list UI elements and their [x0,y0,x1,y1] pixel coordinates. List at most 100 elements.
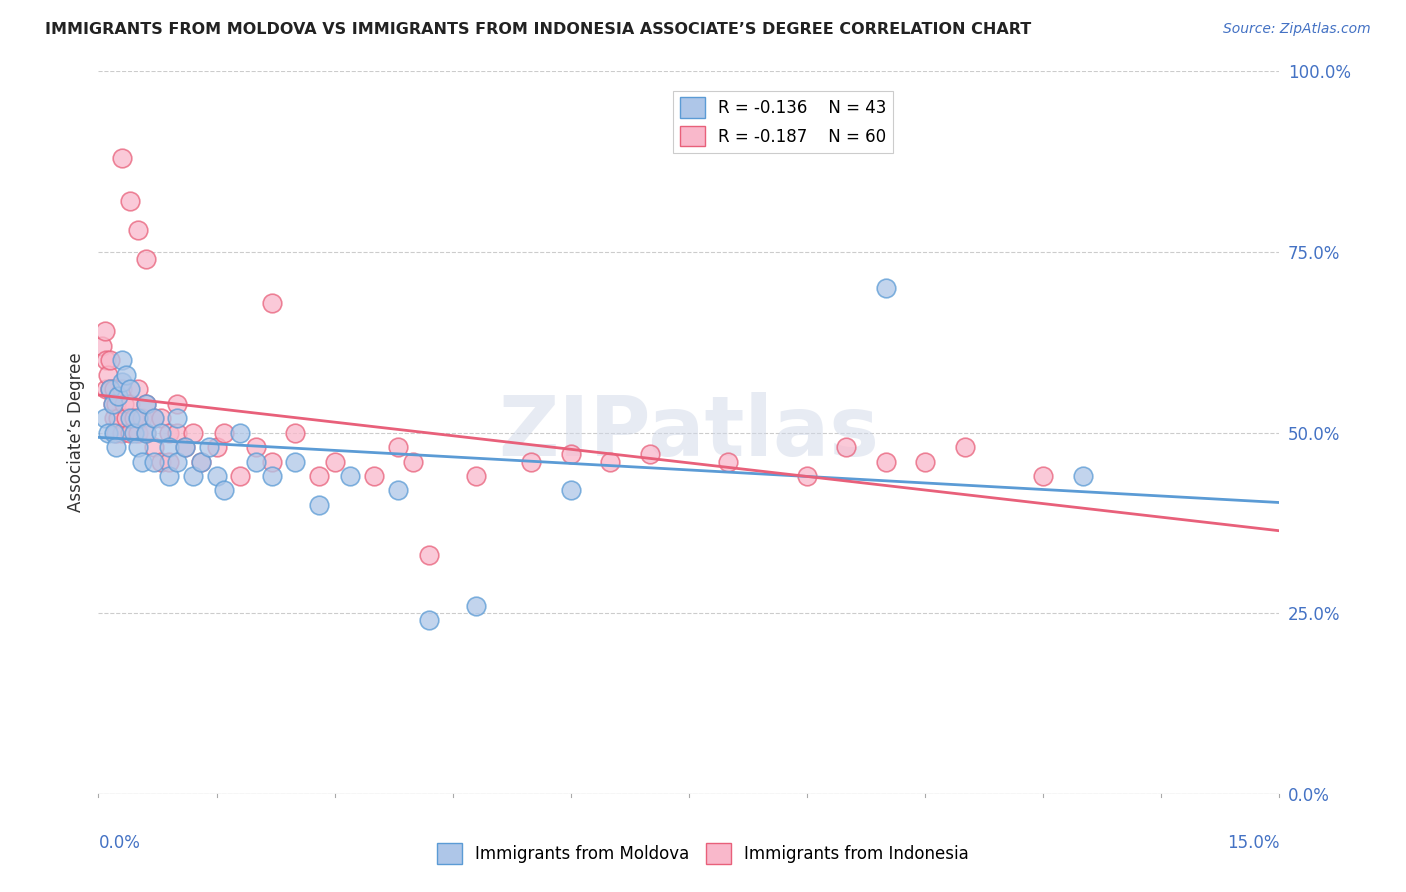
Point [98,353,121,368]
Point [308,469,330,483]
Point [1032,469,1054,483]
Point [135,425,157,440]
Point [135,397,157,411]
Point [599,454,621,468]
Point [875,454,897,468]
Point [127,223,149,237]
Point [103,425,125,440]
Point [142,411,165,425]
Point [229,425,252,440]
Point [560,483,582,498]
Point [717,454,740,468]
Point [174,440,197,454]
Point [418,614,440,628]
Point [118,397,141,411]
Point [112,397,135,411]
Point [107,389,129,403]
Point [323,454,346,468]
Point [166,425,188,440]
Point [127,440,149,454]
Point [111,382,134,396]
Point [127,411,149,425]
Point [98,382,121,396]
Point [166,411,188,425]
Point [150,454,173,468]
Point [229,469,252,483]
Point [150,411,173,425]
Point [260,469,283,483]
Point [142,440,165,454]
Point [127,425,149,440]
Point [260,454,283,468]
Point [111,151,134,165]
Point [197,440,219,454]
Point [465,469,488,483]
Point [103,382,125,396]
Point [157,425,180,440]
Point [111,353,134,368]
Point [638,447,661,461]
Point [97,425,120,440]
Point [157,469,180,483]
Point [135,397,157,411]
Point [245,440,267,454]
Point [118,425,141,440]
Text: ZIPatlas: ZIPatlas [499,392,879,473]
Point [166,397,188,411]
Point [111,375,134,389]
Point [135,425,157,440]
Point [91,339,114,353]
Point [520,454,543,468]
Point [190,454,212,468]
Point [96,353,118,368]
Y-axis label: Associate’s Degree: Associate’s Degree [66,353,84,512]
Point [115,368,138,382]
Point [101,397,124,411]
Point [465,599,488,613]
Point [135,252,157,267]
Point [127,382,149,396]
Legend: R = -0.136    N = 43, R = -0.187    N = 60: R = -0.136 N = 43, R = -0.187 N = 60 [673,90,893,153]
Point [101,397,124,411]
Legend: Immigrants from Moldova, Immigrants from Indonesia: Immigrants from Moldova, Immigrants from… [430,837,976,871]
Point [131,454,153,468]
Point [284,425,307,440]
Point [387,483,409,498]
Point [93,325,115,339]
Point [118,194,141,209]
Point [104,397,127,411]
Point [914,454,936,468]
Point [142,411,165,425]
Point [339,469,361,483]
Point [560,447,582,461]
Point [118,411,141,425]
Point [166,454,188,468]
Point [122,425,145,440]
Point [1071,469,1094,483]
Point [96,382,118,396]
Point [107,411,129,425]
Point [308,498,330,512]
Point [111,425,134,440]
Point [181,469,204,483]
Point [953,440,976,454]
Point [875,281,897,295]
Point [118,382,141,396]
Point [418,549,440,563]
Point [796,469,818,483]
Point [157,440,180,454]
Point [103,411,125,425]
Point [181,425,204,440]
Point [190,454,212,468]
Point [402,454,425,468]
Point [214,483,236,498]
Text: Source: ZipAtlas.com: Source: ZipAtlas.com [1223,22,1371,37]
Point [93,411,115,425]
Point [131,411,153,425]
Text: 0.0%: 0.0% [98,834,141,852]
Point [205,440,228,454]
Point [115,411,138,425]
Point [363,469,385,483]
Point [157,454,180,468]
Text: 15.0%: 15.0% [1227,834,1279,852]
